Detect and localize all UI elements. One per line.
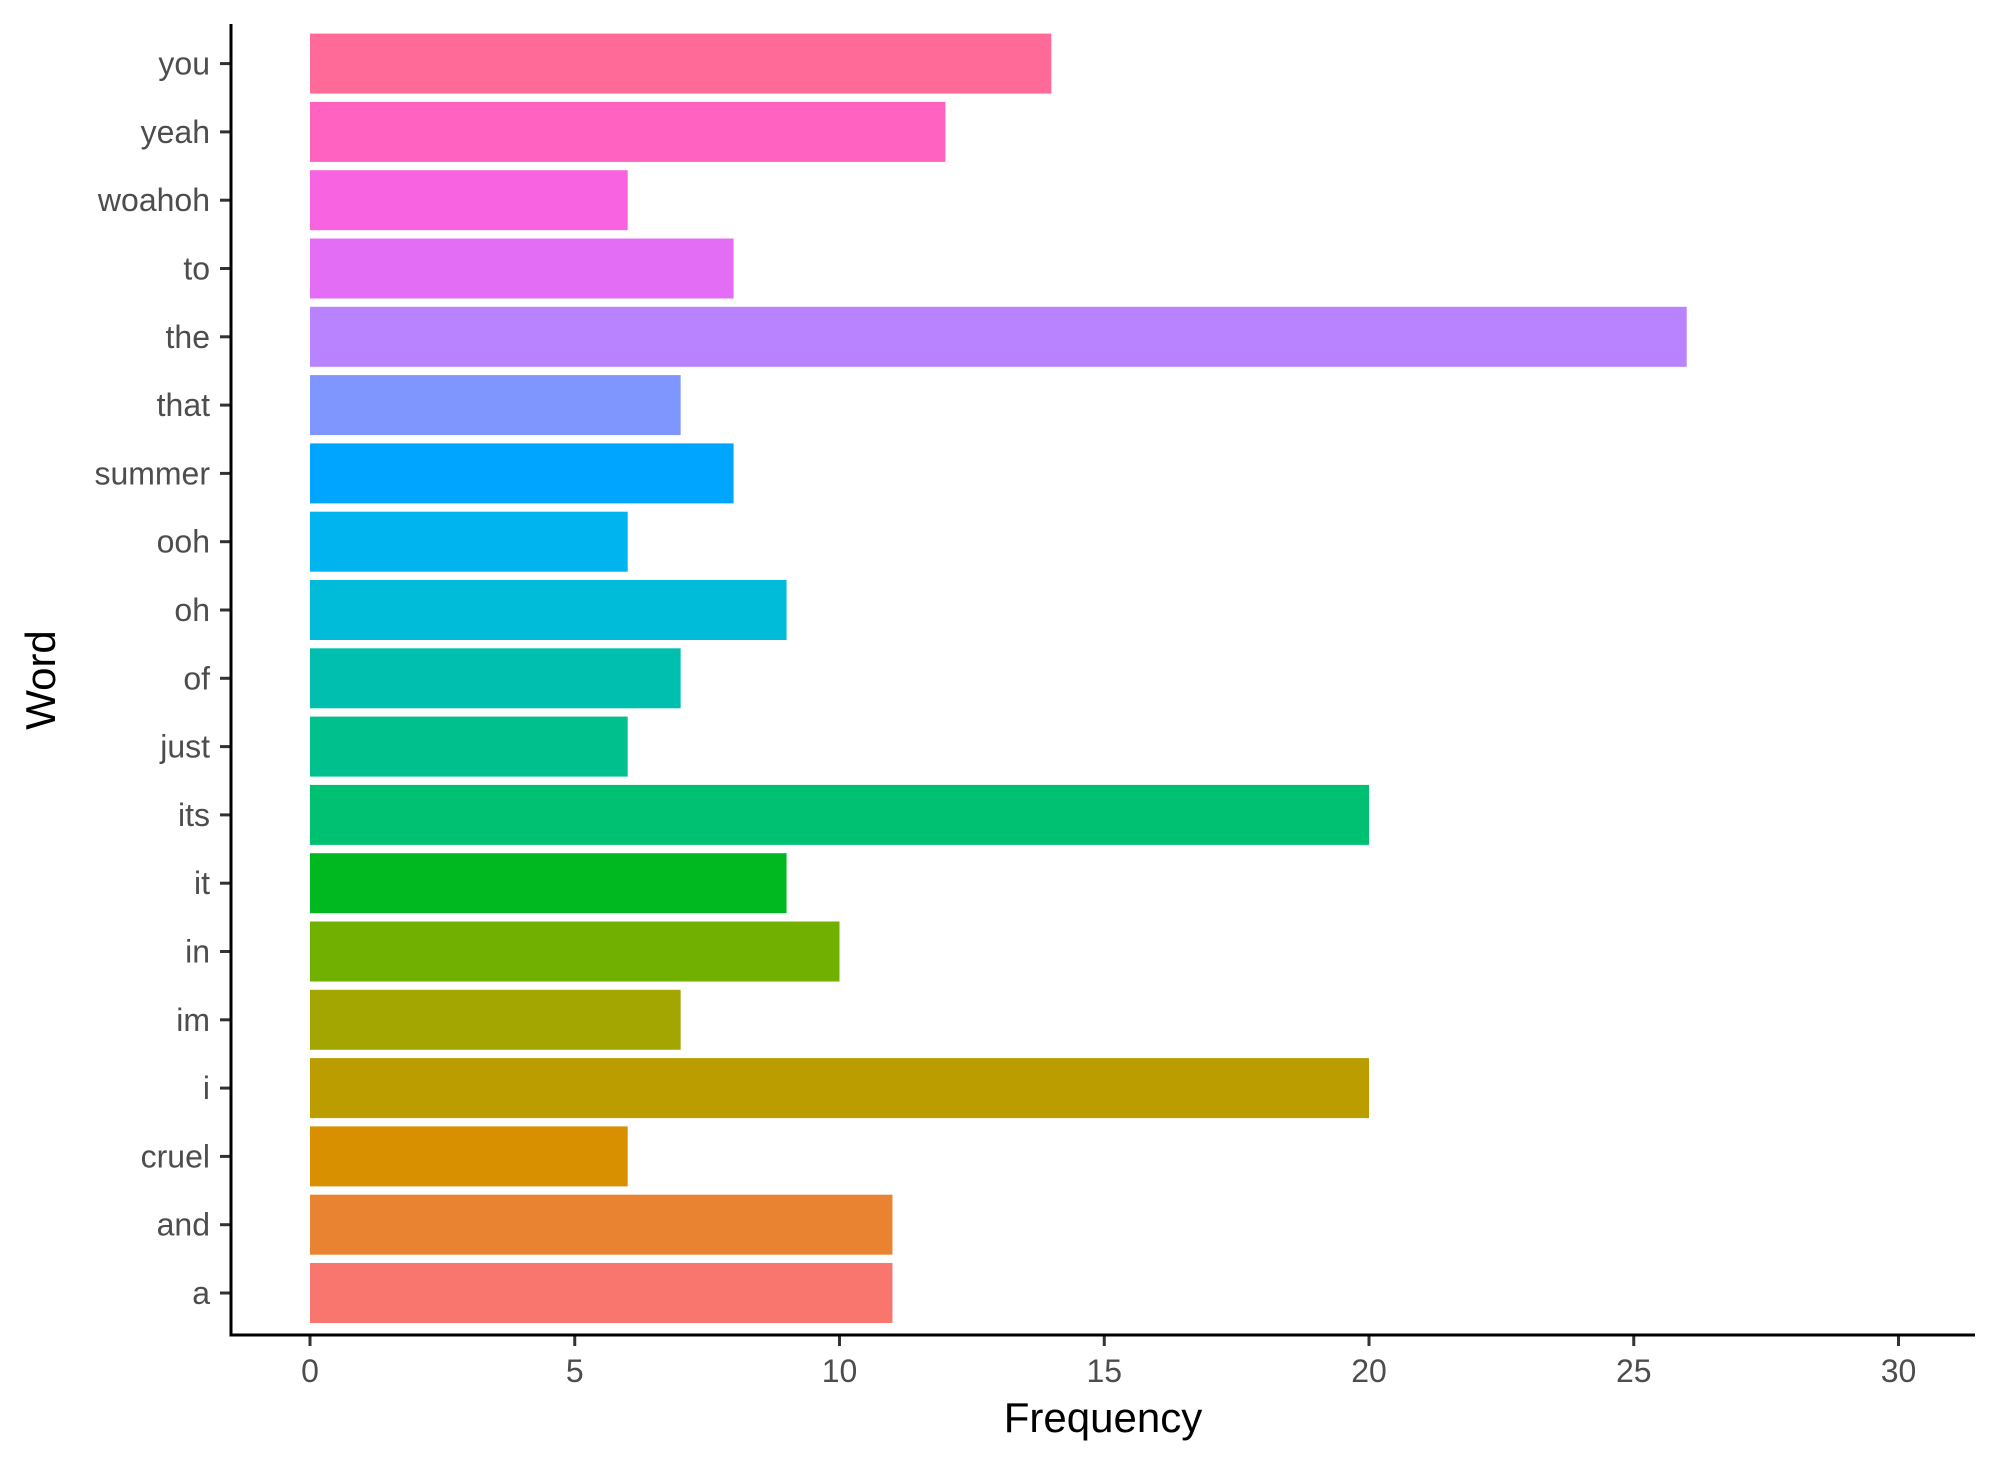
y-tick-label-i: i xyxy=(203,1070,210,1106)
x-tick-label-5: 5 xyxy=(566,1353,584,1389)
y-tick-label-the: the xyxy=(166,319,210,355)
bar-a xyxy=(310,1263,893,1323)
bar-to xyxy=(310,238,734,299)
y-tick-label-cruel: cruel xyxy=(141,1138,210,1174)
bar-just xyxy=(310,716,628,777)
bar-woahoh xyxy=(310,170,628,231)
y-tick-label-summer: summer xyxy=(94,455,210,491)
bar-in xyxy=(310,921,840,982)
y-tick-label-to: to xyxy=(183,251,210,287)
y-tick-label-it: it xyxy=(194,865,210,901)
bar-summer xyxy=(310,443,734,504)
x-tick-label-15: 15 xyxy=(1086,1353,1122,1389)
bar-i xyxy=(310,1058,1369,1119)
x-tick-label-10: 10 xyxy=(822,1353,858,1389)
bar-yeah xyxy=(310,101,946,162)
bar-cruel xyxy=(310,1126,628,1187)
y-tick-label-of: of xyxy=(183,660,210,696)
x-axis-title: Frequency xyxy=(1004,1394,1202,1441)
y-axis-ticks: a and cruel i im in it its just of oh ooh summer that… xyxy=(94,46,231,1311)
bar-it xyxy=(310,853,787,914)
bar-that xyxy=(310,375,681,436)
y-tick-label-yeah: yeah xyxy=(141,114,210,150)
y-tick-label-a: a xyxy=(192,1275,210,1311)
bar-im xyxy=(310,989,681,1050)
y-tick-label-in: in xyxy=(185,934,210,970)
x-tick-label-25: 25 xyxy=(1616,1353,1652,1389)
y-tick-label-woahoh: woahoh xyxy=(97,182,210,218)
y-tick-label-oh: oh xyxy=(174,592,210,628)
bar-the xyxy=(310,306,1687,367)
y-tick-label-and: and xyxy=(157,1207,210,1243)
bar-of xyxy=(310,648,681,709)
bar-you xyxy=(310,33,1052,94)
bar-ooh xyxy=(310,511,628,572)
bars-group xyxy=(310,33,1687,1323)
x-tick-label-20: 20 xyxy=(1351,1353,1387,1389)
y-axis-title: Word xyxy=(17,630,64,730)
bar-its xyxy=(310,784,1369,845)
y-tick-label-ooh: ooh xyxy=(157,524,210,560)
bar-and xyxy=(310,1194,893,1255)
y-tick-label-just: just xyxy=(159,729,210,765)
y-tick-label-its: its xyxy=(178,797,210,833)
x-axis-ticks: 0 5 10 15 20 25 30 xyxy=(301,1335,1916,1389)
bar-oh xyxy=(310,580,787,640)
y-tick-label-im: im xyxy=(176,1002,210,1038)
x-tick-label-30: 30 xyxy=(1881,1353,1917,1389)
y-tick-label-you: you xyxy=(158,46,210,82)
y-tick-label-that: that xyxy=(157,387,210,423)
x-tick-label-0: 0 xyxy=(301,1353,319,1389)
